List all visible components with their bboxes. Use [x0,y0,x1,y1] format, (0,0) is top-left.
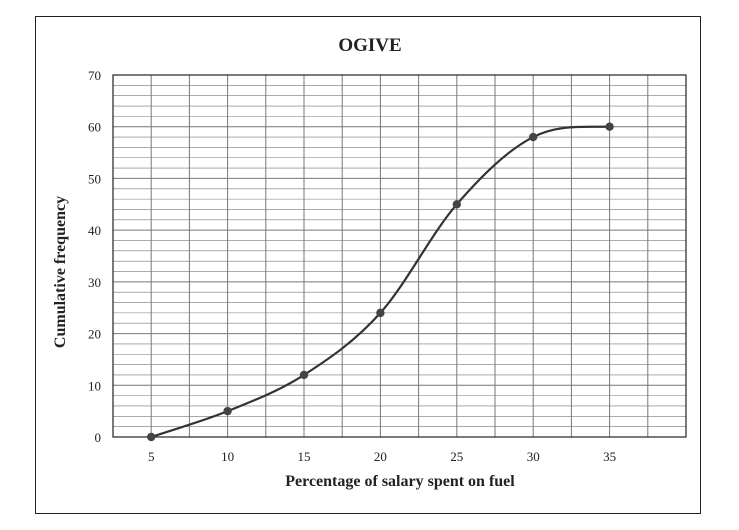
y-tick-label: 60 [88,120,101,135]
x-tick-label: 30 [527,449,540,464]
plot-area [112,74,687,438]
y-tick-label: 30 [88,275,101,290]
y-tick-label: 70 [88,68,101,83]
x-axis-title: Percentage of salary spent on fuel [285,473,515,490]
x-tick-label: 15 [298,449,311,464]
x-tick-label: 35 [603,449,616,464]
y-axis-title: Cumulative frequency [52,196,69,348]
x-tick-label: 25 [450,449,463,464]
y-tick-label: 40 [88,223,101,238]
y-tick-label: 50 [88,171,101,186]
y-tick-label: 10 [88,378,101,393]
data-point [452,200,461,209]
data-point [605,122,614,131]
y-axis-ticks: 0 10 20 30 40 50 60 70 [88,68,101,445]
data-point [376,308,385,318]
data-point [299,370,309,380]
data-point [529,132,538,142]
data-points [147,122,614,442]
chart-frame [35,16,701,514]
y-tick-label: 20 [88,327,101,342]
x-axis-ticks: 5 10 15 20 25 30 35 [148,449,616,464]
x-tick-label: 5 [148,449,155,464]
x-tick-label: 20 [374,449,387,464]
y-tick-label: 0 [95,430,102,445]
data-point [223,406,232,416]
grid [112,74,687,438]
data-point [147,432,156,442]
chart-title: OGIVE [338,35,401,56]
x-tick-label: 10 [221,449,234,464]
